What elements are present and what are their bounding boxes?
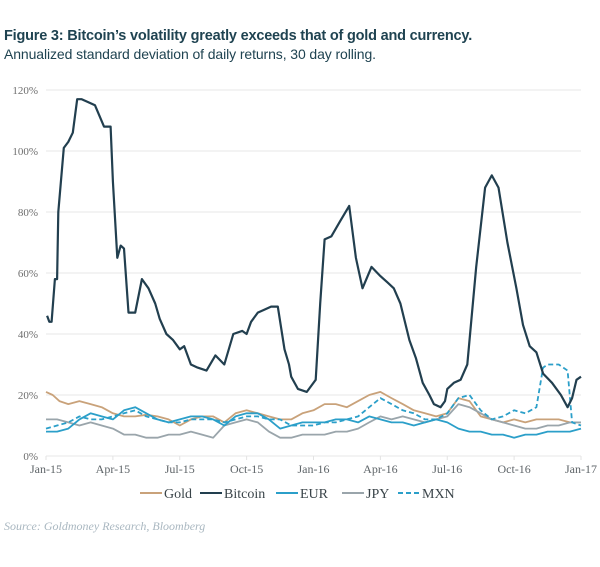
- legend: Gold Bitcoin EUR JPY MXN: [140, 487, 455, 502]
- legend-label: EUR: [300, 487, 329, 502]
- chart-title: Figure 3: Bitcoin’s volatility greatly e…: [4, 28, 473, 44]
- y-tick-label: 80%: [18, 207, 38, 219]
- series-line-mxn: [45, 363, 582, 430]
- x-tick-label: Jul-16: [432, 462, 462, 476]
- y-tick-label: 120%: [12, 85, 38, 97]
- x-tick-label: Apr-16: [363, 462, 397, 476]
- chart-subtitle: Annualized standard deviation of daily r…: [4, 46, 376, 62]
- x-tick-label: Jul-15: [165, 462, 195, 476]
- series-line-bitcoin: [46, 98, 582, 409]
- y-tick-label: 0%: [23, 451, 38, 463]
- series-line-gold: [45, 390, 581, 427]
- source-note: Source: Goldmoney Research, Bloomberg: [4, 519, 206, 533]
- legend-item-eur: EUR: [276, 487, 329, 502]
- x-tick-label: Jan-16: [298, 462, 330, 476]
- x-axis: Jan-15 Apr-15 Jul-15 Oct-15 Jan-16 Apr-16 Jul-…: [30, 456, 597, 476]
- legend-item-gold: Gold: [140, 487, 192, 502]
- y-tick-label: 40%: [18, 329, 38, 341]
- x-tick-label: Apr-15: [96, 462, 130, 476]
- y-tick-label: 20%: [18, 390, 38, 402]
- gridlines: [46, 89, 581, 457]
- series-line-eur: [46, 406, 582, 439]
- y-tick-label: 100%: [12, 146, 38, 158]
- legend-item-mxn: MXN: [398, 487, 455, 502]
- y-axis: 0% 20% 40% 60% 80% 100% 120%: [12, 85, 38, 463]
- legend-item-jpy: JPY: [342, 487, 389, 502]
- x-tick-label: Jan-15: [30, 462, 62, 476]
- x-tick-label: Jan-17: [565, 462, 597, 476]
- legend-label: JPY: [366, 487, 389, 502]
- legend-label: Gold: [164, 487, 192, 502]
- x-tick-label: Oct-15: [230, 462, 263, 476]
- legend-label: Bitcoin: [224, 487, 265, 502]
- y-tick-label: 60%: [18, 268, 38, 280]
- x-tick-label: Oct-16: [497, 462, 530, 476]
- legend-label: MXN: [422, 487, 455, 502]
- series-lines: [45, 98, 582, 439]
- legend-item-bitcoin: Bitcoin: [200, 487, 265, 502]
